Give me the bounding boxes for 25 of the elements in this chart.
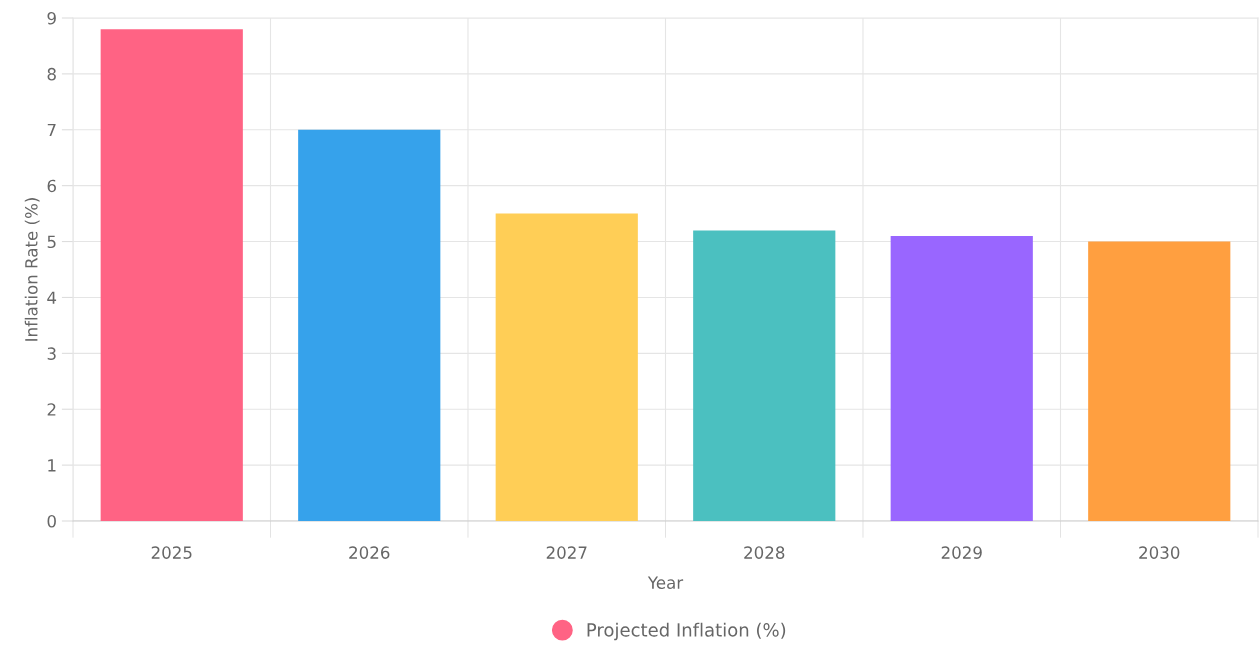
y-tick-label: 9: [47, 11, 56, 25]
y-tick-label: 1: [48, 459, 56, 472]
bar: [693, 230, 836, 521]
x-tick-label: 2028: [744, 546, 785, 559]
y-tick-label: 0: [47, 514, 56, 528]
legend-label: Projected Inflation (%): [587, 622, 786, 641]
y-tick-label: 6: [47, 179, 56, 193]
x-tick-label: 2030: [1139, 546, 1180, 559]
x-tick-label: 2029: [941, 546, 982, 559]
y-tick-label: 8: [47, 67, 56, 81]
y-tick-label: 3: [47, 347, 56, 360]
bar: [1088, 241, 1231, 521]
y-tick-label: 4: [47, 291, 57, 304]
x-axis-title: Year: [647, 576, 684, 589]
y-axis-title: Inflation Rate (%): [24, 198, 40, 341]
y-tick-label: 5: [47, 235, 56, 249]
x-tick-label: 2026: [349, 546, 390, 559]
y-tick-label: 7: [47, 123, 56, 137]
bar: [100, 29, 243, 521]
x-tick-label: 2025: [151, 546, 192, 559]
bar: [890, 235, 1033, 521]
y-tick-label: 2: [47, 403, 56, 416]
x-tick-label: 2027: [546, 546, 587, 559]
bar: [495, 213, 638, 521]
bar: [298, 129, 441, 521]
